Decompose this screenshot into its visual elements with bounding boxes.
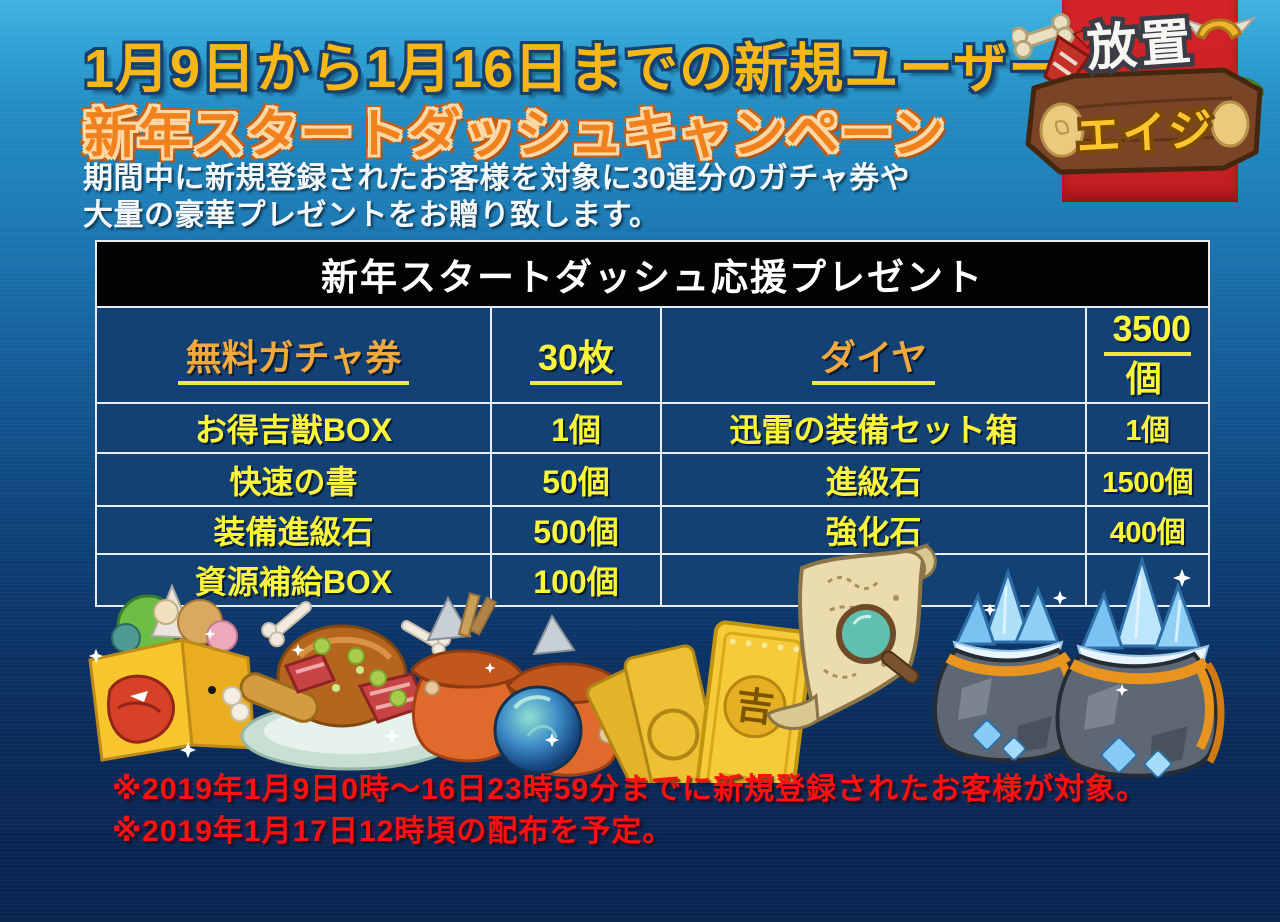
red-arrow-accent — [1072, 22, 1100, 50]
prize-item-cell: 装備進級石 — [95, 505, 492, 555]
table-row: 快速の書 50個 進級石 1500個 — [95, 452, 1210, 507]
prize-item-label: 装備進級石 — [213, 514, 374, 550]
prize-qty-label: 500個 — [533, 514, 619, 550]
prize-item-cell: ダイヤ — [660, 306, 1087, 404]
prize-qty-label: 30枚 — [529, 337, 623, 385]
campaign-period-title: 1月9日から1月16日までの新規ユーザー — [84, 39, 1064, 99]
game-logo: 放置 エイジ — [1012, 9, 1265, 175]
prize-item-label: 無料ガチャ券 — [177, 337, 410, 385]
logo-title-bottom: エイジ — [1075, 105, 1215, 161]
prize-qty-label: 1個 — [1125, 415, 1170, 447]
gold-bun-icon — [1039, 102, 1085, 158]
table-row: 無料ガチャ券 30枚 ダイヤ 3500個 — [95, 306, 1210, 404]
table-header-row: 新年スタートダッシュ応援プレゼント — [95, 240, 1210, 308]
prize-qty-cell: 400個 — [1085, 505, 1210, 555]
gold-bun-swirl — [1055, 120, 1070, 135]
campaign-description-line1: 期間中に新規登録されたお客様を対象に30連分のガチャ券や — [83, 162, 911, 195]
beast-box-icon — [88, 583, 256, 762]
ticket-kanji-label: 吉 — [733, 685, 776, 731]
prize-item-label: ダイヤ — [812, 337, 935, 385]
footnote-distribution: ※2019年1月17日12時頃の配布を予定。 — [112, 815, 674, 848]
gacha-tickets-icon: 吉 — [586, 620, 814, 783]
prize-qty-cell: 3500個 — [1085, 306, 1210, 404]
logo-title-top: 放置 — [1085, 13, 1197, 76]
helmet-icon — [1183, 16, 1257, 41]
prize-qty-label: 50個 — [542, 463, 610, 500]
gold-bun-icon — [1210, 100, 1250, 148]
prize-item-label: 強化石 — [825, 514, 922, 550]
prize-item-cell: 進級石 — [660, 452, 1087, 507]
prize-qty-label: 100個 — [533, 564, 619, 600]
prize-item-cell: 無料ガチャ券 — [95, 306, 492, 404]
prize-qty-cell: 50個 — [490, 452, 662, 507]
prize-item-label: 資源補給BOX — [194, 564, 393, 600]
prize-qty-cell: 1個 — [490, 402, 662, 454]
supply-bags-icon — [410, 592, 626, 777]
table-row: お得吉獣BOX 1個 迅雷の装備セット箱 1個 — [95, 402, 1210, 454]
prize-item-cell: 迅雷の装備セット箱 — [660, 402, 1087, 454]
prize-qty-label: 400個 — [1109, 517, 1186, 549]
prize-qty-cell: 1500個 — [1085, 452, 1210, 507]
prize-item-cell: 快速の書 — [95, 452, 492, 507]
prize-item-label: 進級石 — [825, 463, 922, 500]
prize-item-label: お得吉獣BOX — [194, 412, 393, 448]
campaign-description-line2: 大量の豪華プレゼントをお贈り致します。 — [83, 199, 660, 232]
prize-qty-cell: 100個 — [490, 553, 662, 607]
prize-qty-label: 1個 — [551, 412, 601, 448]
table-title: 新年スタートダッシュ応援プレゼント — [95, 240, 1210, 308]
campaign-name-title: 新年スタートダッシュキャンペーン — [84, 105, 946, 164]
prize-item-label: 快速の書 — [229, 463, 358, 500]
campaign-prize-table: 新年スタートダッシュ応援プレゼント 無料ガチャ券 30枚 ダイヤ 3500個 お… — [95, 240, 1210, 607]
prize-qty-label: 3500個 — [1104, 309, 1191, 401]
treasure-map-icon — [766, 542, 937, 731]
wood-plank — [1025, 67, 1263, 175]
crystal-bags-icon — [932, 554, 1225, 778]
prize-item-cell: 資源補給BOX — [95, 553, 492, 607]
prize-item-label: 迅雷の装備セット箱 — [729, 412, 1018, 448]
prize-qty-cell: 500個 — [490, 505, 662, 555]
prize-qty-cell: 30枚 — [490, 306, 662, 404]
feast-plate-icon — [222, 601, 460, 771]
prize-qty-cell: 1個 — [1085, 402, 1210, 454]
prize-items-illustration: 吉 — [88, 542, 1225, 783]
prize-qty-label: 1500個 — [1101, 466, 1194, 499]
prize-item-cell: お得吉獣BOX — [95, 402, 492, 454]
footnote-eligibility: ※2019年1月9日0時～16日23時59分までに新規登録されたお客様が対象。 — [112, 773, 1148, 806]
